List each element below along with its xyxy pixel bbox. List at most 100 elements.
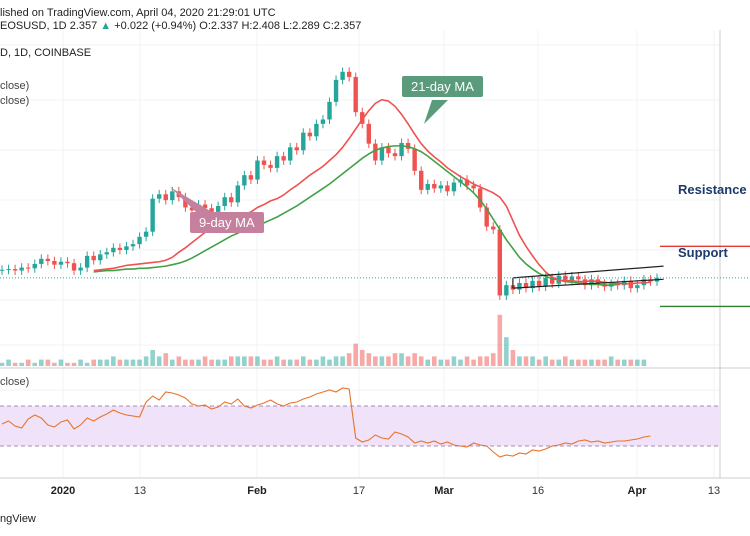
volume-bar (510, 350, 516, 366)
volume-bar (163, 353, 169, 366)
volume-bar (65, 362, 70, 366)
x-tick-label: 13 (707, 485, 721, 497)
volume-bar (242, 356, 247, 366)
volume-bar (589, 359, 594, 366)
volume-bar (130, 359, 136, 366)
symbol-header: EOSUSD, 1D 2.357 ▲ +0.022 (+0.94%) O:2.3… (0, 13, 361, 39)
candle-body (445, 185, 450, 192)
volume-bar (111, 356, 116, 366)
callout-21-pointer (424, 100, 448, 124)
channel-lower-line[interactable] (512, 278, 664, 289)
candle-body (386, 147, 391, 154)
candle-body (170, 191, 175, 201)
candle-body (301, 132, 306, 151)
candle-body (111, 247, 116, 253)
candle-body (242, 175, 247, 186)
candle-body (78, 267, 83, 271)
ma1-legend[interactable]: close) (0, 80, 30, 92)
volume-bar (563, 356, 568, 366)
candle-body (281, 156, 286, 161)
candle-body (635, 285, 640, 289)
up-arrow-icon: ▲ (100, 20, 112, 32)
volume-bar (170, 359, 175, 366)
volume-bar (287, 359, 293, 366)
volume-bar (97, 359, 103, 366)
ma21-callout: 21-day MA (402, 76, 483, 97)
candle-body (65, 261, 70, 264)
volume-bar (543, 356, 548, 366)
candle-body (12, 269, 18, 271)
volume-bar (602, 359, 607, 366)
volume-bar (222, 359, 227, 366)
volume-bar (39, 359, 44, 366)
volume-bar (104, 359, 110, 366)
volume-bar (438, 359, 444, 366)
volume-bar (530, 356, 535, 366)
candle-body (58, 261, 64, 265)
volume-bar (641, 359, 647, 366)
candle-body (419, 170, 424, 190)
candle-body (19, 267, 24, 271)
volume-bar (425, 359, 431, 366)
volume-bar (451, 356, 457, 366)
candle-body (477, 188, 483, 208)
volume-bar (52, 362, 57, 366)
candle-body (202, 204, 208, 209)
volume-bar (504, 337, 509, 366)
candle-body (288, 147, 293, 161)
volume-bar (189, 359, 195, 366)
volume-bar (196, 359, 201, 366)
candle-body (222, 197, 227, 206)
volume-bar (248, 356, 254, 366)
candle-body (497, 229, 502, 296)
volume-bar (143, 356, 149, 366)
volume-bar (32, 362, 38, 366)
volume-bar (523, 356, 529, 366)
volume-bar (183, 359, 188, 366)
candle-body (340, 71, 345, 80)
volume-bar (78, 359, 83, 366)
volume-bar (359, 350, 365, 366)
rsi-legend[interactable]: close) (0, 376, 30, 388)
candle-body (294, 147, 299, 151)
volume-bar (635, 359, 640, 366)
x-tick-label: Apr (627, 485, 647, 497)
chart-header: lished on TradingView.com, April 04, 202… (0, 0, 276, 26)
candle-body (569, 276, 575, 281)
resistance-label: Resistance (678, 182, 747, 197)
volume-bar (445, 359, 450, 366)
x-tick-label: 2020 (50, 485, 76, 497)
candle-body (333, 79, 339, 102)
volume-bar (340, 356, 345, 366)
candle-body (504, 285, 509, 296)
candle-body (137, 236, 142, 245)
candle-body (432, 184, 437, 189)
volume-bar (0, 362, 5, 366)
candle-body (0, 269, 5, 271)
volume-bar (268, 359, 273, 366)
candle-body (39, 258, 44, 264)
x-tick-label: 17 (352, 485, 366, 497)
volume-bar (150, 350, 155, 366)
volume-bar (386, 356, 391, 366)
volume-bar (215, 359, 221, 366)
ma2-legend[interactable]: close) (0, 95, 30, 107)
volume-bar (490, 353, 496, 366)
candle-body (399, 142, 404, 157)
volume-bar (536, 359, 542, 366)
support-label: Support (678, 245, 728, 260)
volume-bar (353, 343, 358, 366)
volume-bar (477, 356, 483, 366)
candle-body (412, 148, 417, 171)
volume-bar (392, 353, 398, 366)
volume-bar (45, 359, 51, 366)
channel-upper-line[interactable] (512, 265, 664, 279)
ma9-line (93, 98, 651, 285)
volume-bar (124, 359, 129, 366)
volume-bar (261, 359, 267, 366)
x-tick-label: Feb (247, 485, 267, 497)
volume-bar (12, 362, 18, 366)
volume-bar (202, 356, 208, 366)
candle-body (157, 194, 162, 199)
